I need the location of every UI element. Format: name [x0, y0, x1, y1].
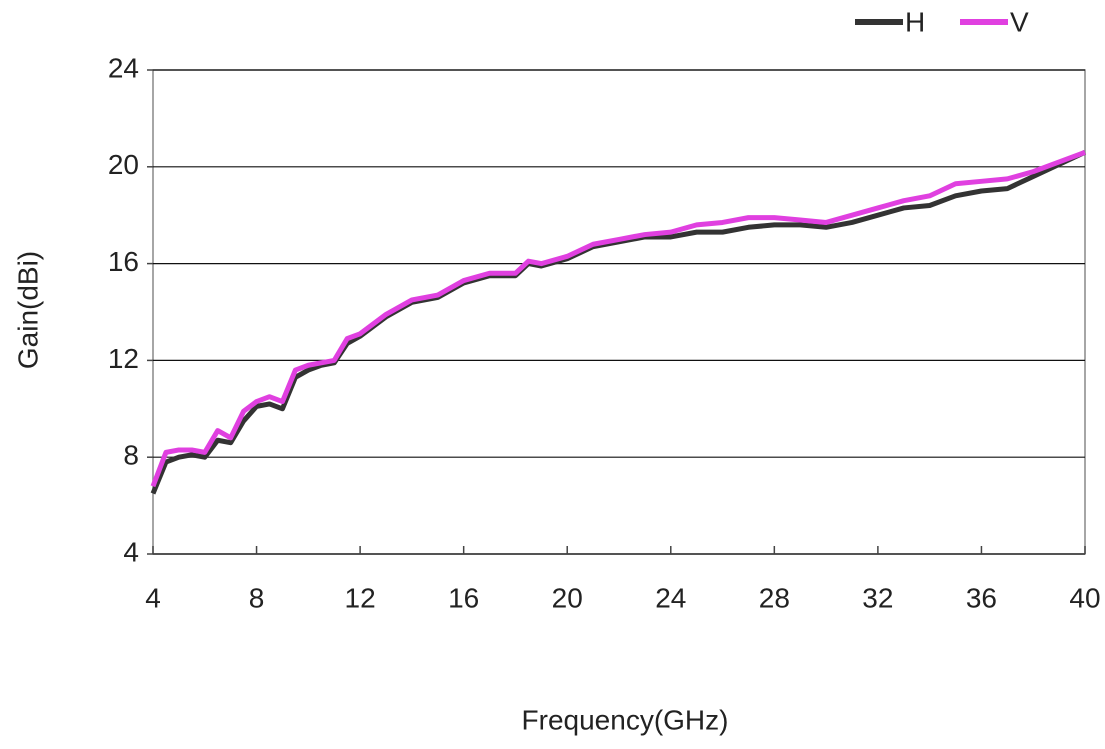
y-tick-label: 16: [108, 246, 139, 277]
legend-label: H: [905, 6, 925, 37]
y-axis-label: Gain(dBi): [12, 251, 43, 369]
x-axis-label: Frequency(GHz): [522, 704, 729, 735]
series-line: [150, 150, 1087, 495]
x-tick-label: 32: [862, 582, 893, 613]
y-tick-label: 12: [108, 343, 139, 374]
y-tick-label: 4: [123, 536, 139, 567]
x-tick-label: 36: [966, 582, 997, 613]
y-tick-label: 20: [108, 149, 139, 180]
y-tick-label: 8: [123, 440, 139, 471]
x-tick-label: 24: [655, 582, 686, 613]
x-tick-label: 8: [249, 582, 265, 613]
plot-area: [152, 69, 1086, 555]
x-tick-label: 28: [759, 582, 790, 613]
x-tick-label: 16: [448, 582, 479, 613]
y-tick-label: 24: [108, 52, 139, 83]
x-tick-label: 40: [1069, 582, 1100, 613]
legend-label: V: [1010, 6, 1029, 37]
x-tick-label: 4: [145, 582, 161, 613]
series-line: [150, 149, 1086, 488]
x-tick-label: 12: [345, 582, 376, 613]
x-tick-label: 20: [552, 582, 583, 613]
